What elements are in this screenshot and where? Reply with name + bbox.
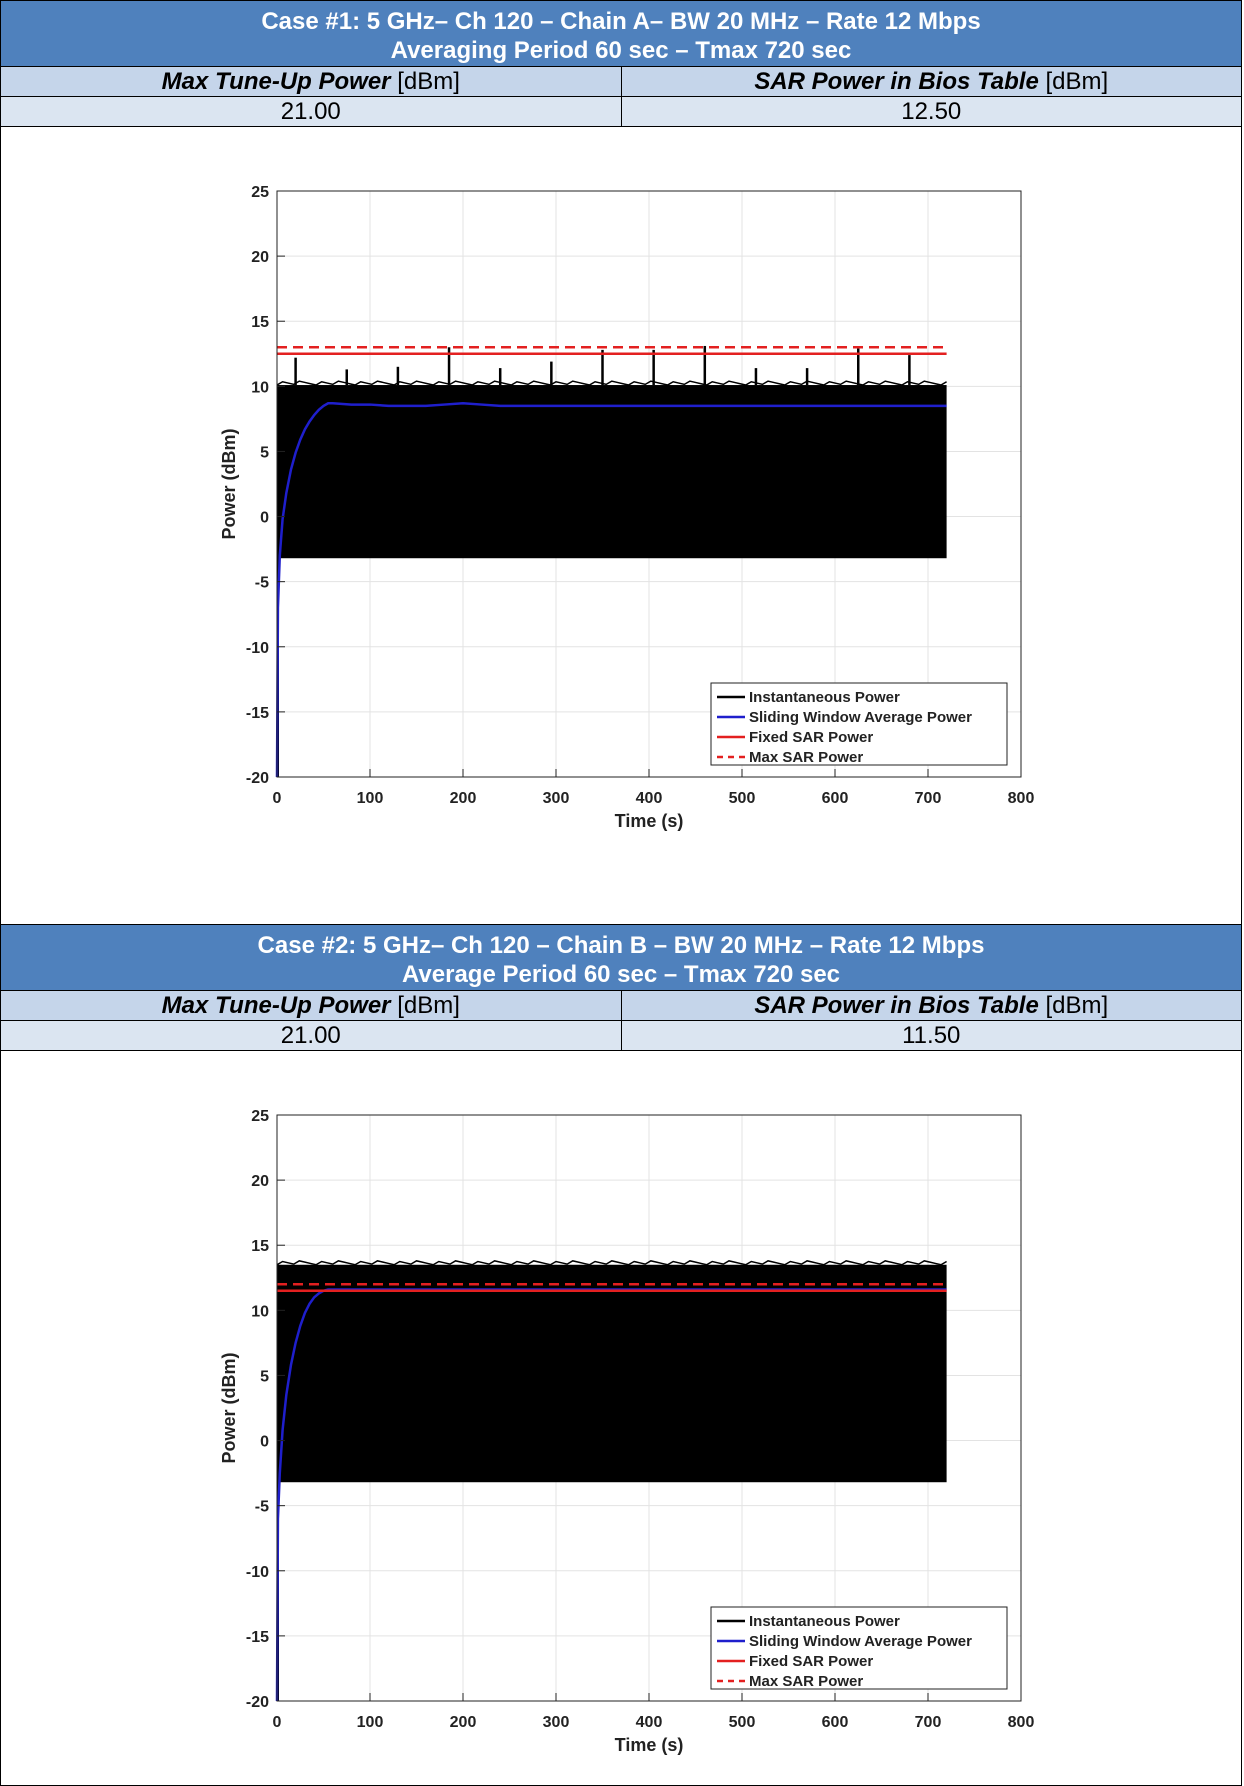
- instantaneous-power-band: [277, 1264, 947, 1483]
- y-tick-label: 10: [251, 379, 269, 396]
- case-1-title-line1: Case #1: 5 GHz– Ch 120 – Chain A– BW 20 …: [261, 8, 981, 35]
- case-2-title-line1: Case #2: 5 GHz– Ch 120 – Chain B – BW 20…: [257, 932, 985, 959]
- case-1-value-row: 21.00 12.50: [1, 97, 1241, 127]
- case-1-label-row: Max Tune-Up Power [dBm] SAR Power in Bio…: [1, 67, 1241, 97]
- y-tick-label: 15: [251, 1238, 269, 1255]
- y-tick-label: -10: [246, 1564, 269, 1581]
- y-tick-label: 25: [251, 1108, 269, 1125]
- legend-box: [710, 1606, 1008, 1690]
- x-tick-label: 200: [450, 790, 477, 807]
- x-tick-label: 800: [1008, 790, 1035, 807]
- x-tick-label: 800: [1008, 1714, 1035, 1731]
- y-tick-label: -15: [246, 705, 269, 722]
- y-axis-label: Power (dBm): [219, 1352, 239, 1463]
- legend-entry: Max SAR Power: [749, 749, 863, 766]
- x-tick-label: 0: [273, 1714, 282, 1731]
- x-tick-label: 700: [915, 1714, 942, 1731]
- x-tick-label: 400: [636, 790, 663, 807]
- x-tick-label: 600: [822, 1714, 849, 1731]
- legend-entry: Sliding Window Average Power: [749, 1633, 972, 1650]
- y-tick-label: 25: [251, 184, 269, 201]
- case-1-col1-label-unit: [dBm]: [390, 68, 460, 95]
- y-tick-label: -15: [246, 1629, 269, 1646]
- case-2-col1-value: 21.00: [280, 1022, 341, 1049]
- case-2-chart: 0 100 200 300 400 500 600 700 800 -20 -15 -10 -5 0 5 10…: [219, 1108, 1035, 1755]
- sliding-window-average-power-line: [275, 1288, 947, 1702]
- x-tick-label: 100: [357, 790, 384, 807]
- y-tick-label: 5: [260, 1368, 269, 1385]
- y-tick-label: -20: [246, 1694, 269, 1711]
- case-1-col1-label: Max Tune-Up Power [dBm]: [1, 67, 621, 96]
- case-1-col2-value: 12.50: [620, 97, 1242, 126]
- legend-entry: Sliding Window Average Power: [749, 709, 972, 726]
- case-2-title-line2: Average Period 60 sec – Tmax 720 sec: [401, 961, 841, 988]
- legend-entry: Instantaneous Power: [749, 1613, 900, 1630]
- case-1-chart: 0 100 200 300 400 500 600 700 800 -20 -15 -10 -5 0 5 10…: [219, 184, 1035, 831]
- case-2-col1-label-unit: [dBm]: [390, 992, 460, 1019]
- case-2-value-row: 21.00 11.50: [1, 1021, 1241, 1051]
- case-1-title-line2: Averaging Period 60 sec – Tmax 720 sec: [390, 37, 852, 64]
- x-tick-label: 300: [543, 790, 570, 807]
- y-tick-label: 0: [260, 1434, 269, 1451]
- legend-entry: Max SAR Power: [749, 1673, 863, 1690]
- case-1-col1-label-bold: Max Tune-Up Power: [161, 68, 391, 95]
- case-1-col1-value: 21.00: [280, 98, 341, 125]
- instantaneous-power-edge: [276, 1260, 947, 1266]
- instantaneous-power-band: [277, 385, 947, 559]
- case-2-col1-label-bold: Max Tune-Up Power: [161, 992, 391, 1019]
- x-tick-label: 500: [729, 790, 756, 807]
- case-1-col2-label-bold: SAR Power in Bios Table: [754, 68, 1039, 95]
- x-tick-label: 600: [822, 790, 849, 807]
- x-tick-label: 0: [273, 790, 282, 807]
- case-1-col2-label: SAR Power in Bios Table [dBm]: [620, 67, 1242, 96]
- y-tick-label: 0: [260, 510, 269, 527]
- case-2-label-row: Max Tune-Up Power [dBm] SAR Power in Bio…: [1, 991, 1241, 1021]
- y-tick-label: 10: [251, 1303, 269, 1320]
- y-tick-label: 20: [251, 249, 269, 266]
- case-1-col2-label-unit: [dBm]: [1038, 68, 1109, 95]
- y-tick-label: -10: [246, 640, 269, 657]
- y-tick-label: -5: [255, 1499, 269, 1516]
- case-2-col2-value: 11.50: [620, 1021, 1242, 1050]
- x-tick-label: 100: [357, 1714, 384, 1731]
- x-tick-label: 300: [543, 1714, 570, 1731]
- y-tick-label: -20: [246, 770, 269, 787]
- y-tick-label: 5: [260, 444, 269, 461]
- y-axis-label: Power (dBm): [219, 428, 239, 539]
- case-2-col2-label: SAR Power in Bios Table [dBm]: [620, 991, 1242, 1020]
- case-2-section: Case #2: 5 GHz– Ch 120 – Chain B – BW 20…: [0, 924, 1242, 1786]
- y-tick-label: 20: [251, 1173, 269, 1190]
- instantaneous-power-edge: [276, 380, 947, 386]
- x-tick-label: 500: [729, 1714, 756, 1731]
- y-tick-label: -5: [255, 575, 269, 592]
- case-2-header: Case #2: 5 GHz– Ch 120 – Chain B – BW 20…: [1, 925, 1241, 991]
- legend-entry: Fixed SAR Power: [749, 1653, 873, 1670]
- case-2-col2-label-unit: [dBm]: [1038, 992, 1109, 1019]
- legend-entry: Fixed SAR Power: [749, 729, 873, 746]
- case-1-header: Case #1: 5 GHz– Ch 120 – Chain A– BW 20 …: [1, 1, 1241, 67]
- y-tick-label: 15: [251, 314, 269, 331]
- case-2-col1-label: Max Tune-Up Power [dBm]: [1, 991, 621, 1020]
- x-tick-label: 700: [915, 790, 942, 807]
- x-axis-label: Time (s): [615, 811, 684, 831]
- x-axis-label: Time (s): [615, 1735, 684, 1755]
- legend-box: [710, 682, 1008, 766]
- x-tick-label: 400: [636, 1714, 663, 1731]
- case-1-section: Case #1: 5 GHz– Ch 120 – Chain A– BW 20 …: [0, 0, 1242, 924]
- case-2-col2-label-bold: SAR Power in Bios Table: [754, 992, 1039, 1019]
- x-tick-label: 200: [450, 1714, 477, 1731]
- legend-entry: Instantaneous Power: [749, 689, 900, 706]
- sliding-window-average-power-line: [275, 402, 947, 778]
